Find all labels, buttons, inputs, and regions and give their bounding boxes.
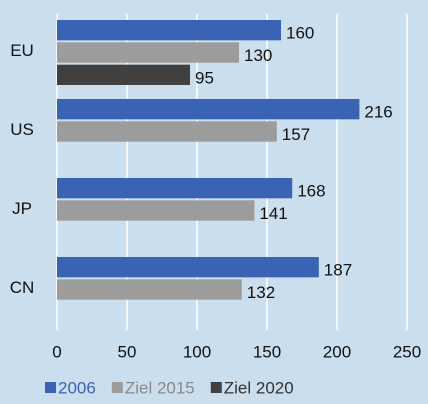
legend-swatch	[111, 382, 123, 393]
y-tick-label: US	[10, 120, 34, 139]
bar	[57, 20, 281, 41]
legend-label: Ziel 2020	[224, 378, 294, 397]
data-label: 160	[286, 24, 314, 43]
data-label: 141	[259, 204, 287, 223]
bar	[57, 99, 360, 120]
bar	[57, 200, 255, 221]
x-tick-label: 200	[323, 342, 351, 361]
bar	[57, 279, 242, 300]
data-label: 132	[247, 283, 275, 302]
x-tick-label: 100	[183, 342, 211, 361]
bar	[57, 178, 293, 199]
y-tick-label: CN	[10, 278, 35, 297]
bar	[57, 64, 190, 85]
legend-label: Ziel 2015	[125, 378, 195, 397]
data-label: 168	[297, 182, 325, 201]
legend-swatch	[45, 382, 56, 393]
data-label: 95	[195, 68, 214, 87]
x-tick-label: 250	[393, 342, 421, 361]
legend-label: 2006	[58, 378, 96, 397]
x-tick-label: 0	[52, 342, 61, 361]
data-label: 157	[282, 125, 310, 144]
legend-swatch	[210, 382, 222, 393]
bar	[57, 257, 319, 278]
y-tick-label: JP	[12, 199, 32, 218]
x-tick-label: 150	[253, 342, 281, 361]
bar	[57, 121, 277, 142]
data-label: 130	[244, 46, 272, 65]
x-tick-label: 50	[118, 342, 137, 361]
bar	[57, 42, 239, 63]
data-label: 187	[324, 261, 352, 280]
data-label: 216	[364, 103, 392, 122]
y-tick-label: EU	[10, 41, 34, 60]
